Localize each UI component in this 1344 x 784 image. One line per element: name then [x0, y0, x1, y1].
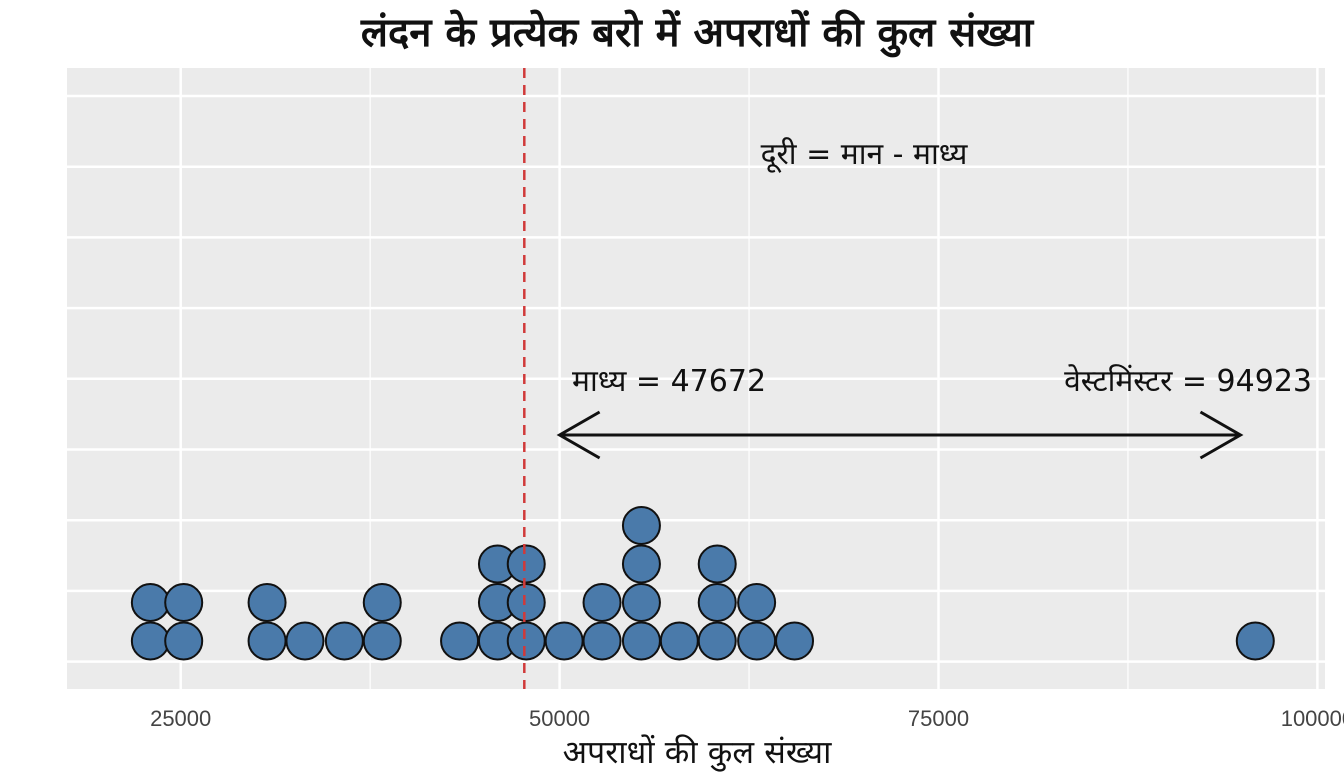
x-axis-label: अपराधों की कुल संख्या [563, 733, 833, 772]
x-tick-label: 25000 [150, 706, 211, 731]
data-point [697, 544, 737, 584]
data-point [247, 583, 287, 622]
data-point [164, 621, 204, 661]
arrow-head-right [1199, 410, 1244, 460]
data-point [1235, 621, 1275, 661]
data-point [775, 621, 815, 661]
data-point [582, 583, 622, 622]
data-point [164, 583, 204, 622]
data-point [130, 583, 170, 622]
data-point [621, 583, 661, 622]
data-point [621, 544, 661, 584]
data-point [324, 621, 364, 661]
data-point [362, 583, 402, 622]
data-point [130, 621, 170, 661]
horizontal-gridlines [67, 94, 1325, 663]
x-tick-label: 75000 [908, 706, 969, 731]
data-point [247, 621, 287, 661]
data-point [362, 621, 402, 661]
x-tick-label: 100000 [1281, 706, 1344, 731]
arrow-head-left [556, 410, 601, 460]
data-point [737, 583, 777, 622]
distance-formula-annotation: दूरी = मान - माध्य [761, 137, 968, 173]
data-point [697, 621, 737, 661]
mean-annotation: माध्य = 47672 [572, 364, 766, 399]
data-point [285, 621, 325, 661]
x-tick-label: 50000 [529, 706, 590, 731]
data-dots [130, 506, 1275, 661]
data-point [621, 621, 661, 661]
data-point [544, 621, 584, 661]
data-point [506, 544, 546, 584]
data-point [621, 506, 661, 545]
data-point [440, 621, 480, 661]
data-point [582, 621, 622, 661]
outlier-annotation: वेस्टमिंस्टर = 94923 [1064, 364, 1312, 399]
distance-arrow [556, 410, 1244, 460]
data-point [506, 621, 546, 661]
data-point [506, 583, 546, 622]
data-point [737, 621, 777, 661]
chart-title: लंदन के प्रत्येक बरो में अपराधों की कुल … [360, 9, 1035, 58]
data-point [697, 583, 737, 622]
x-axis-ticks: 25000 50000 75000 100000 [150, 706, 1344, 731]
data-point [659, 621, 699, 661]
